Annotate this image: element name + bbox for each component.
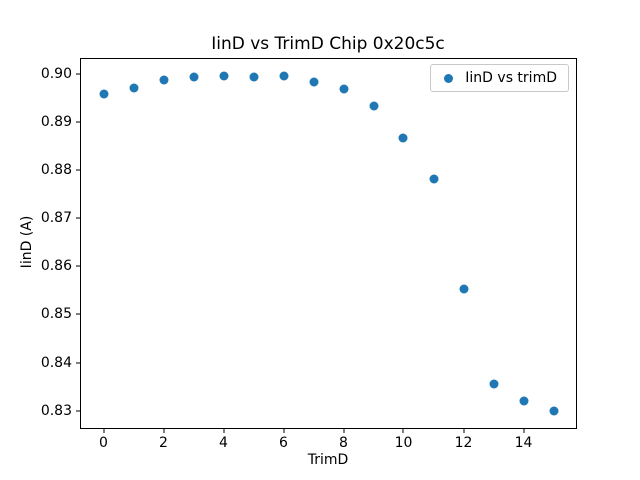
x-tick [343, 428, 344, 433]
x-tick [283, 428, 284, 433]
legend-label: IinD vs trimD [465, 70, 557, 86]
y-tick-label: 0.83 [40, 402, 72, 419]
x-tick-label: 10 [394, 435, 413, 451]
scatter-point [519, 396, 528, 406]
x-tick-label: 14 [514, 435, 533, 451]
x-tick [402, 428, 404, 433]
y-tick-label: 0.88 [40, 162, 72, 179]
y-tick-label: 0.87 [40, 210, 72, 227]
y-axis-label: IinD (A) [19, 215, 35, 269]
scatter-point [249, 72, 258, 82]
x-tick-label: 6 [279, 435, 288, 451]
scatter-point [219, 71, 228, 81]
x-tick-label: 12 [454, 435, 473, 451]
plot-area: IinD vs trimD 0 2 4 6 8 10 12 14 0.83 0.84 0.85 0.8… [41, 58, 577, 450]
y-tick [76, 313, 81, 315]
scatter-point [189, 72, 198, 82]
chart-title: IinD vs TrimD Chip 0x20c5c [211, 34, 445, 54]
legend: IinD vs trimD [430, 64, 569, 92]
x-tick [223, 428, 224, 433]
x-tick [523, 428, 524, 433]
x-tick [103, 428, 104, 433]
x-tick-label: 0 [99, 435, 108, 451]
scatter-point [309, 77, 318, 87]
scatter-point [369, 101, 378, 111]
y-tick-label: 0.86 [40, 258, 72, 275]
y-tick-label: 0.89 [40, 114, 72, 131]
y-tick [76, 121, 81, 123]
scatter-point [429, 174, 438, 184]
legend-marker-icon [444, 73, 454, 83]
scatter-point [549, 406, 558, 416]
x-tick-label: 4 [219, 435, 228, 451]
scatter-point [99, 89, 108, 99]
scatter-point [159, 75, 168, 85]
x-axis-label: TrimD [307, 452, 349, 468]
y-tick [76, 73, 81, 75]
scatter-point [339, 84, 348, 94]
scatter-point [398, 133, 408, 143]
y-tick [76, 265, 81, 267]
x-tick-label: 8 [339, 435, 348, 451]
scatter-point [489, 379, 498, 389]
y-tick [76, 362, 81, 364]
y-tick-label: 0.84 [40, 354, 72, 371]
scatter-point [129, 83, 138, 93]
y-tick-label: 0.90 [40, 65, 72, 82]
x-tick-label: 2 [159, 435, 168, 451]
x-tick [463, 428, 464, 433]
y-tick-label: 0.85 [40, 306, 72, 323]
y-tick [76, 217, 81, 219]
y-tick [76, 410, 81, 412]
y-tick [76, 169, 81, 171]
scatter-point [459, 284, 468, 294]
x-tick [163, 428, 164, 433]
scatter-point [279, 71, 288, 81]
